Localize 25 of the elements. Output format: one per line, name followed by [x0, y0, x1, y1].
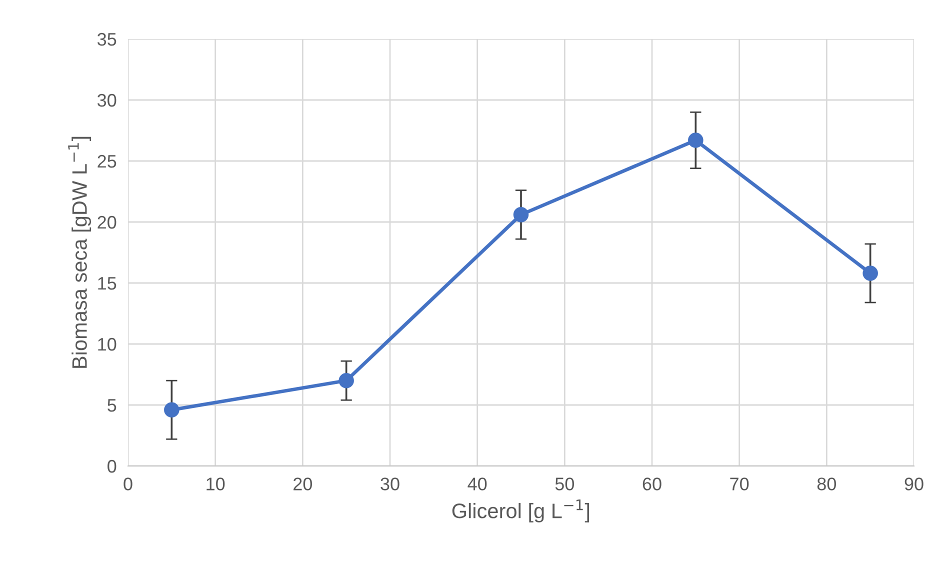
y-tick-label: 30: [97, 94, 116, 107]
y-tick-label: 10: [98, 338, 116, 351]
x-tick-label: 30: [380, 478, 400, 490]
x-tick-label: 40: [468, 478, 487, 490]
x-tick-label: 0: [124, 478, 132, 490]
y-tick-label: 15: [98, 277, 116, 290]
y-tick-label: 0: [108, 460, 116, 473]
y-tick-label: 35: [97, 32, 116, 46]
y-tick-label: 25: [98, 154, 116, 168]
point: [688, 132, 704, 148]
x-tick-label: 60: [642, 478, 662, 490]
x-tick-label: 70: [730, 478, 749, 490]
x-tick-label: 80: [817, 478, 836, 490]
x-tick-label: 90: [904, 478, 924, 490]
y-tick-label: 5: [108, 399, 116, 412]
x-tick-label: 50: [555, 478, 574, 490]
point: [513, 207, 529, 222]
point: [862, 266, 878, 281]
point: [164, 402, 180, 418]
x-tick-label: 20: [294, 478, 312, 490]
y-tick-label: 20: [98, 216, 116, 229]
x-tick-label: 10: [206, 478, 225, 490]
y-axis-title: Biomasa seca [gDW L$^{−1}$]: [68, 136, 92, 368]
x-axis-title: Glicerol [g L$^{−1}$]: [452, 500, 590, 522]
point: [338, 372, 354, 388]
